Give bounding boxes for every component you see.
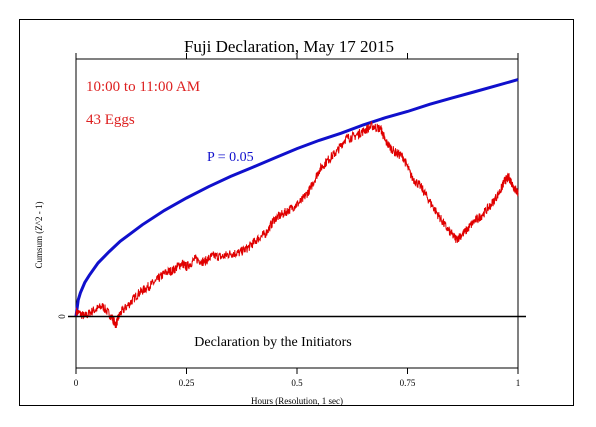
time-range-label: 10:00 to 11:00 AM — [86, 79, 200, 95]
plot-area — [75, 58, 519, 369]
baseline-label: Declaration by the Initiators — [194, 335, 351, 350]
x-tick-label-0: 0 — [74, 378, 79, 388]
chart-frame: Fuji Declaration, May 17 2015 Cumsum (Z^… — [19, 19, 574, 406]
eggs-count-label: 43 Eggs — [86, 112, 135, 128]
p-value-label: P = 0.05 — [207, 150, 254, 165]
chart-title: Fuji Declaration, May 17 2015 — [184, 37, 394, 56]
p-value-curve — [74, 78, 519, 317]
y-tick-label-0: 0 — [57, 314, 67, 319]
cumsum-chart: Fuji Declaration, May 17 2015 Cumsum (Z^… — [34, 37, 526, 406]
x-tick-label-2: 0.5 — [291, 378, 303, 388]
cumsum-series-line — [75, 120, 519, 329]
x-tick-label-1: 0.25 — [179, 378, 195, 388]
x-tick-label-3: 0.75 — [400, 378, 416, 388]
axis-ticks: 0 0.25 0.5 0.75 1 0 — [57, 53, 520, 388]
x-axis-label: Hours (Resolution, 1 sec) — [251, 396, 343, 406]
x-tick-label-4: 1 — [516, 378, 521, 388]
y-axis-label: Cumsum (Z^2 - 1) — [34, 202, 44, 269]
